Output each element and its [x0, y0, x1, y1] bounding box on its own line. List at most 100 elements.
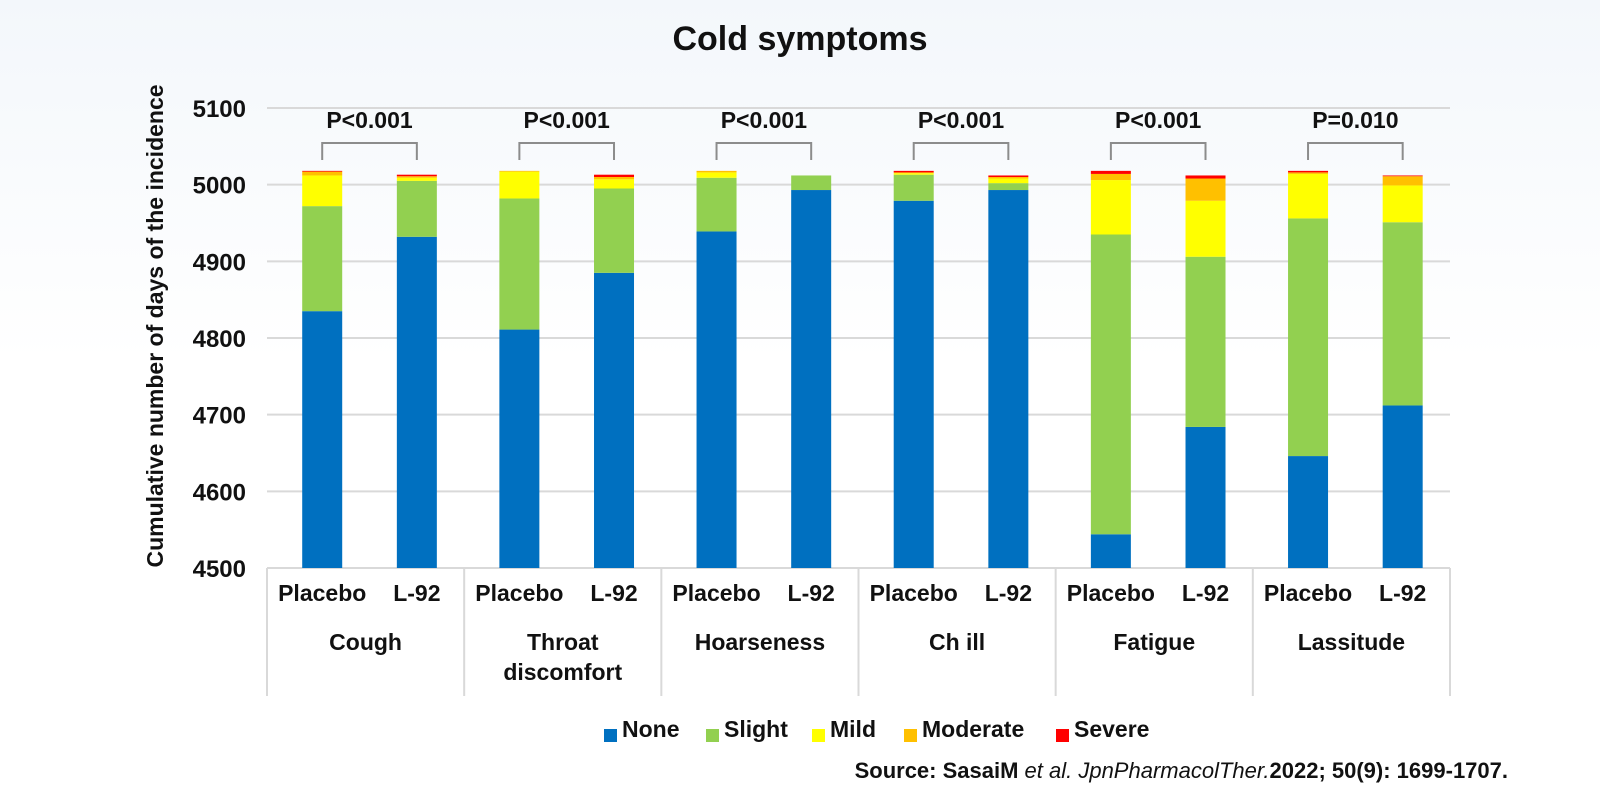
p-value-bracket — [1109, 142, 1207, 160]
bar-segment-slight — [1185, 256, 1226, 427]
bar-label: Placebo — [1264, 580, 1352, 606]
source-suffix: 2022; 50(9): 1699-1707. — [1269, 758, 1509, 783]
bar-segment-none — [893, 200, 934, 568]
x-axis-labels: Placebo L-92 Cough Placebo L-92 Throat discomf… — [278, 580, 1426, 685]
bar-label: Placebo — [672, 580, 760, 606]
bar-segment-moderate — [1185, 178, 1226, 201]
bar-segment-mild — [1185, 200, 1226, 257]
bar-label: Placebo — [870, 580, 958, 606]
p-value-bracket — [321, 142, 418, 160]
bar-segment-mild — [988, 178, 1029, 184]
group-label: Hoarseness — [695, 629, 825, 655]
bar-segment-none — [302, 311, 343, 568]
legend-swatch-slight — [706, 729, 719, 742]
bar-segment-none — [988, 190, 1029, 569]
bar-segment-moderate — [594, 177, 635, 180]
bar-segment-moderate — [1288, 172, 1329, 174]
bar-segment-slight — [1382, 222, 1423, 406]
bar-label: Placebo — [1067, 580, 1155, 606]
legend-swatch-moderate — [904, 729, 917, 742]
group-label: Fatigue — [1113, 629, 1195, 655]
y-tick-label: 4500 — [193, 556, 246, 583]
bar-segment-mild — [1090, 180, 1131, 235]
group-label: Throat discomfort — [503, 629, 622, 685]
source-prefix: Source: SasaiM — [854, 758, 1025, 783]
gridlines — [266, 107, 1451, 696]
legend: None Slight Mild Moderate Severe — [604, 716, 1149, 742]
bar-segment-mild — [499, 171, 540, 199]
bar-segment-slight — [396, 180, 437, 237]
bar-label: L-92 — [1379, 580, 1426, 606]
bar-segment-slight — [499, 198, 540, 330]
bar-label: Placebo — [475, 580, 563, 606]
bar-segment-severe — [1090, 170, 1131, 174]
p-value-label: P<0.001 — [326, 107, 413, 133]
bar-segment-mild — [302, 175, 343, 207]
bar-label: L-92 — [1182, 580, 1229, 606]
bar-segment-none — [396, 236, 437, 569]
bar-label: Placebo — [278, 580, 366, 606]
bar-label: L-92 — [788, 580, 835, 606]
group-label: Ch ill — [929, 629, 985, 655]
bar-label: L-92 — [590, 580, 637, 606]
bar-segment-mild — [893, 173, 934, 175]
bar-segment-slight — [302, 206, 343, 312]
bar-segment-severe — [1185, 175, 1226, 179]
p-value-label: P=0.010 — [1312, 107, 1398, 133]
bar-segment-mild — [696, 172, 737, 178]
bar-segment-none — [594, 272, 635, 568]
p-value-label: P<0.001 — [721, 107, 808, 133]
legend-label-slight: Slight — [724, 716, 788, 742]
source-citation: Source: SasaiM et al. JpnPharmacolTher.2… — [855, 758, 1508, 784]
bar-segment-moderate — [302, 171, 343, 176]
bar-segment-mild — [396, 177, 437, 181]
bar-segment-moderate — [396, 176, 437, 178]
bar-segment-slight — [594, 188, 635, 273]
bar-segment-none — [1288, 456, 1329, 568]
chart-title: Cold symptoms — [672, 20, 927, 58]
bar-segment-none — [1185, 426, 1226, 568]
p-value-label: P<0.001 — [1115, 107, 1202, 133]
bar-segment-mild — [594, 179, 635, 189]
p-value-bracket — [912, 142, 1010, 160]
y-tick-label: 4600 — [193, 479, 246, 506]
bar-segment-slight — [1090, 234, 1131, 535]
source-italic: et al. JpnPharmacolTher. — [1024, 758, 1270, 783]
p-value-bracket — [715, 142, 813, 160]
bar-segment-moderate — [1090, 173, 1131, 181]
legend-label-mild: Mild — [830, 716, 876, 742]
y-tick-label: 5000 — [193, 173, 246, 200]
legend-swatch-none — [604, 729, 617, 742]
legend-label-severe: Severe — [1074, 716, 1149, 742]
y-tick-label: 4900 — [193, 249, 246, 276]
bar-segment-none — [791, 190, 832, 569]
bar-segment-severe — [1288, 170, 1329, 173]
bar-segment-slight — [791, 175, 832, 191]
bar-segment-none — [1382, 405, 1423, 568]
legend-label-moderate: Moderate — [922, 716, 1024, 742]
bar-segment-slight — [893, 174, 934, 201]
p-value-bracket — [518, 142, 616, 160]
bar-segment-severe — [594, 174, 635, 177]
legend-swatch-mild — [812, 729, 825, 742]
y-tick-label: 4800 — [193, 326, 246, 353]
bar-label: L-92 — [393, 580, 440, 606]
bar-segment-mild — [1382, 185, 1423, 223]
group-label: Lassitude — [1298, 629, 1405, 655]
bar-segment-none — [1090, 534, 1131, 568]
bar-segment-moderate — [893, 172, 934, 174]
bar-segment-none — [499, 329, 540, 568]
p-value-brackets: P<0.001 P<0.001 P<0.001 P<0.001 P<0.001 P=0.0… — [321, 107, 1404, 160]
bars — [302, 170, 1423, 569]
bar-segment-mild — [1288, 173, 1329, 219]
p-value-label: P<0.001 — [524, 107, 611, 133]
bar-segment-moderate — [696, 170, 737, 173]
bar-segment-slight — [696, 177, 737, 232]
bar-label: L-92 — [985, 580, 1032, 606]
legend-label-none: None — [622, 716, 680, 742]
legend-swatch-severe — [1056, 729, 1069, 742]
p-value-label: P<0.001 — [918, 107, 1005, 133]
bar-segment-moderate — [499, 170, 540, 172]
bar-segment-severe — [302, 170, 343, 172]
